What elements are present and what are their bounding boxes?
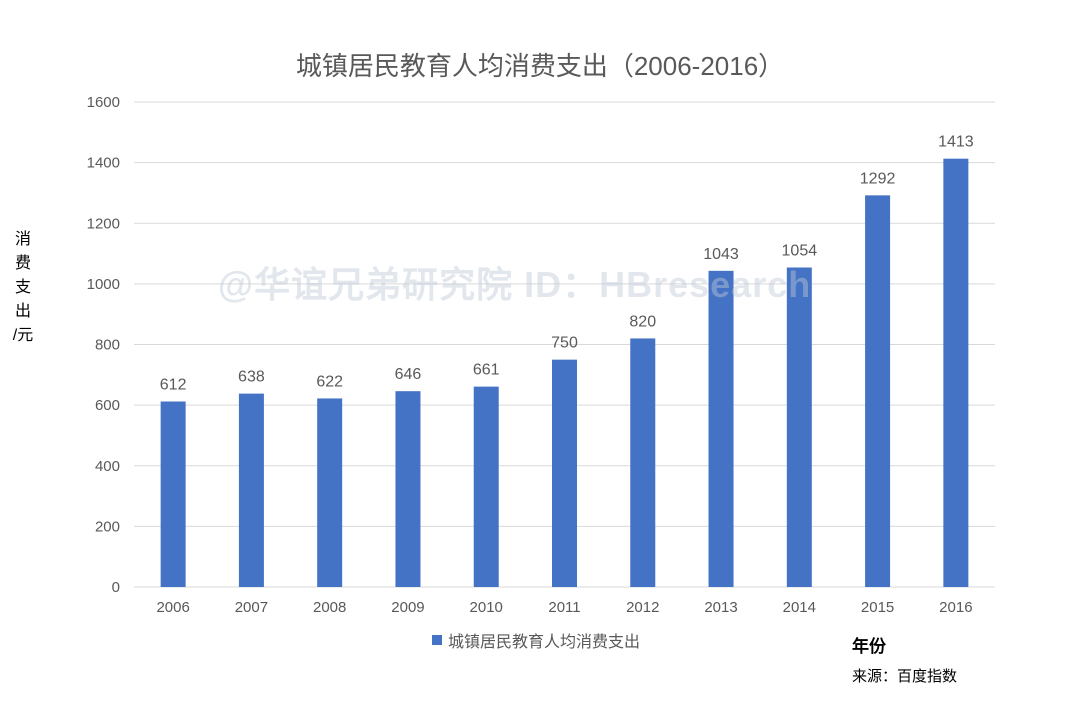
- x-tick-label: 2006: [156, 599, 189, 616]
- source-note: 来源：百度指数: [852, 668, 958, 685]
- data-label: 1054: [782, 243, 818, 260]
- x-tick-label: 2012: [626, 599, 659, 616]
- data-label: 622: [316, 373, 343, 390]
- x-tick-label: 2015: [861, 599, 894, 616]
- y-tick-label: 400: [95, 458, 120, 475]
- legend-swatch: [432, 635, 442, 645]
- bar: [552, 359, 577, 587]
- data-label: 1413: [938, 134, 974, 151]
- y-tick-label: 1000: [87, 276, 120, 293]
- x-tick-label: 2014: [783, 599, 816, 616]
- legend: 城镇居民教育人均消费支出: [432, 628, 640, 652]
- bar: [473, 386, 499, 587]
- x-tick-label: 2010: [470, 599, 503, 616]
- bar: [708, 270, 734, 587]
- x-tick-label: 2009: [391, 599, 424, 616]
- y-tick-label: 1200: [87, 215, 120, 232]
- data-label: 820: [629, 313, 656, 330]
- x-tick-label: 2008: [313, 599, 346, 616]
- y-axis-label: 消费支出/元: [12, 231, 34, 344]
- data-label: 750: [551, 335, 578, 352]
- data-label: 612: [160, 376, 187, 393]
- data-label: 1043: [703, 246, 739, 263]
- x-tick-label: 2007: [235, 599, 268, 616]
- bar: [395, 391, 421, 587]
- data-label: 646: [395, 366, 422, 383]
- bar: [786, 267, 812, 587]
- bar: [317, 398, 343, 587]
- data-label: 1292: [860, 170, 896, 187]
- y-tick-label: 600: [95, 397, 120, 414]
- x-axis-label: 年份: [852, 637, 886, 656]
- y-tick-label: 200: [95, 518, 120, 535]
- x-tick-label: 2013: [704, 599, 737, 616]
- x-tick-label: 2016: [939, 599, 972, 616]
- bar: [238, 393, 264, 587]
- bar: [630, 338, 656, 587]
- y-tick-label: 1400: [87, 155, 120, 172]
- legend-label: 城镇居民教育人均消费支出: [448, 634, 641, 651]
- chart-title: 城镇居民教育人均消费支出（2006-2016）: [295, 51, 785, 81]
- data-label: 638: [238, 369, 265, 386]
- bar: [160, 401, 186, 587]
- y-tick-label: 1600: [87, 94, 120, 111]
- bar: [943, 158, 969, 587]
- y-tick-label: 0: [112, 579, 120, 596]
- bar: [865, 195, 891, 588]
- y-tick-label: 800: [95, 337, 120, 354]
- watermark: @华谊兄弟研究院 ID：HBresearch: [218, 264, 812, 305]
- data-label: 661: [473, 362, 500, 379]
- x-tick-label: 2011: [548, 599, 580, 616]
